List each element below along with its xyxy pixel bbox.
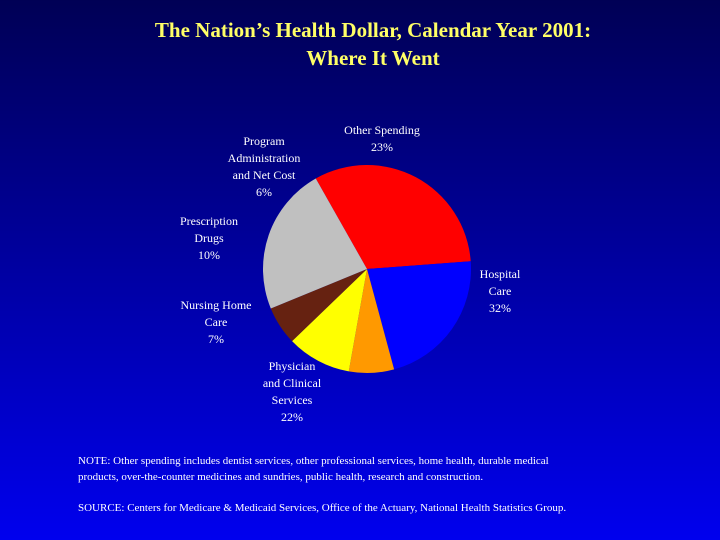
slice-label-line: Program: [243, 134, 285, 148]
source-text: SOURCE: Centers for Medicare & Medicaid …: [78, 502, 567, 514]
slice-label-program-administration: Program Administration and Net Cost 6%: [228, 133, 301, 201]
slice-label-line: and Clinical: [262, 376, 322, 390]
slice-label-other-spending: Other Spending 23%: [344, 122, 420, 156]
slice-value-label: 7%: [208, 332, 224, 346]
pie-slice-hospital-care: [315, 165, 471, 269]
slice-label-hospital-care: Hospital Care 32%: [480, 266, 521, 317]
slice-label-line: Other Spending: [344, 123, 420, 137]
slice-label-line: Services: [271, 393, 313, 407]
slice-value-label: 32%: [488, 301, 511, 315]
slice-label-line: Care: [204, 315, 228, 329]
slice-label-line: Nursing Home: [180, 298, 252, 312]
pie-slice-program-administration: [270, 269, 367, 342]
slice-value-label: 6%: [255, 185, 272, 199]
pie-slice-physician-services: [367, 261, 472, 370]
slice-value-label: 23%: [371, 140, 393, 154]
slice-label-line: Care: [488, 284, 512, 298]
slice-label-line: Prescription: [180, 214, 238, 228]
slice-label-line: and Net Cost: [232, 168, 296, 182]
note-text: NOTE: Other spending includes dentist se…: [78, 455, 549, 483]
chart-title-line-1: The Nation’s Health Dollar, Calendar Yea…: [154, 18, 592, 42]
pie-slice-prescription-drugs: [292, 269, 367, 372]
slice-label-nursing-home-care: Nursing Home Care 7%: [181, 297, 252, 348]
slice-value-label: 22%: [280, 410, 303, 424]
slice-value-label: 10%: [198, 248, 220, 262]
slice-label-line: Administration: [227, 151, 301, 165]
chart-title: The Nation’s Health Dollar, Calendar Yea…: [0, 16, 720, 72]
slice-label-line: Hospital: [479, 267, 521, 281]
slice-label-physician-services: Physician and Clinical Services 22%: [263, 358, 321, 426]
slice-label-line: Physician: [268, 359, 316, 373]
slice-label-prescription-drugs: Prescription Drugs 10%: [180, 213, 238, 264]
slice-label-line: Drugs: [194, 231, 224, 245]
pie-slice-other-spending: [262, 178, 367, 309]
pie-slice-nursing-home-care: [348, 269, 395, 374]
footnotes: NOTE: Other spending includes dentist se…: [78, 453, 698, 516]
chart-title-line-2: Where It Went: [306, 46, 440, 70]
